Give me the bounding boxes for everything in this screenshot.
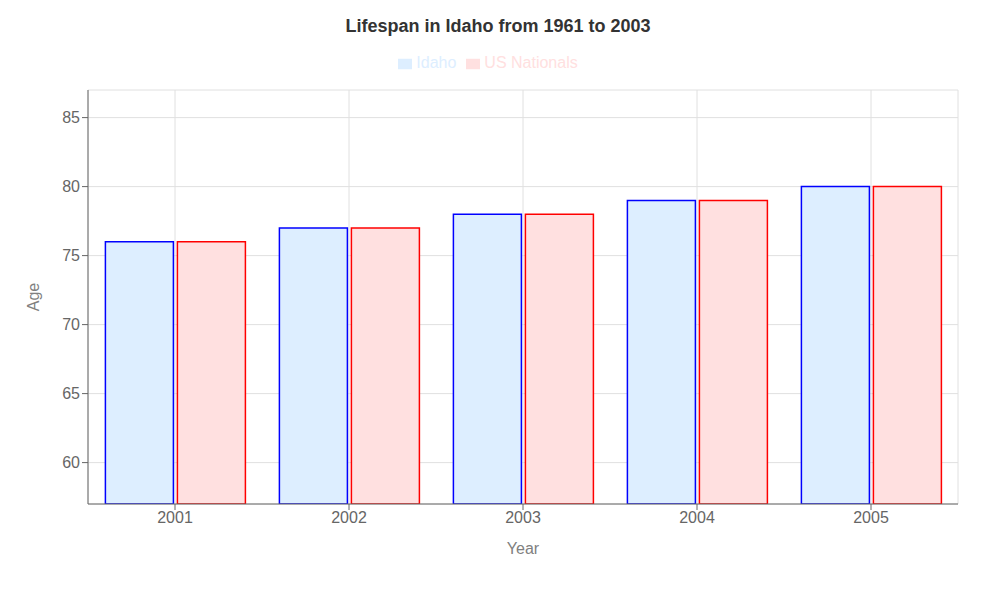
svg-text:2005: 2005 [853, 509, 889, 526]
html-text:US Nationals: US Nationals [484, 54, 578, 71]
svg-text:2003: 2003 [505, 509, 541, 526]
svg-text:Age: Age [25, 283, 42, 312]
html-text:Lifespan in Idaho from 1961 to: Lifespan in Idaho from 1961 to 2003 [345, 16, 651, 36]
svg-text:70: 70 [62, 316, 80, 333]
svg-text:75: 75 [62, 247, 80, 264]
svg-text:85: 85 [62, 109, 80, 126]
html-text:Idaho: Idaho [416, 54, 457, 71]
svg-text:Year: Year [507, 540, 540, 557]
svg-text:2001: 2001 [157, 509, 193, 526]
svg-text:65: 65 [62, 385, 80, 402]
svg-text:60: 60 [62, 454, 80, 471]
svg-text:2002: 2002 [331, 509, 367, 526]
svg-text:2004: 2004 [679, 509, 715, 526]
svg-text:80: 80 [62, 178, 80, 195]
